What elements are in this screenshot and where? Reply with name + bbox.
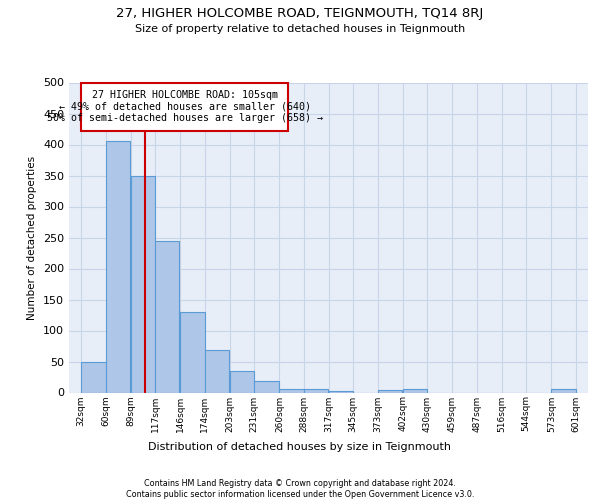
Bar bbox=[81, 362, 106, 392]
Text: Contains public sector information licensed under the Open Government Licence v3: Contains public sector information licen… bbox=[126, 490, 474, 499]
Text: Distribution of detached houses by size in Teignmouth: Distribution of detached houses by size … bbox=[149, 442, 452, 452]
Bar bbox=[180, 312, 205, 392]
Bar bbox=[551, 390, 576, 392]
Text: 27, HIGHER HOLCOMBE ROAD, TEIGNMOUTH, TQ14 8RJ: 27, HIGHER HOLCOMBE ROAD, TEIGNMOUTH, TQ… bbox=[116, 8, 484, 20]
FancyBboxPatch shape bbox=[81, 82, 288, 131]
Bar bbox=[304, 389, 328, 392]
Bar bbox=[230, 371, 254, 392]
Text: Size of property relative to detached houses in Teignmouth: Size of property relative to detached ho… bbox=[135, 24, 465, 34]
Text: 27 HIGHER HOLCOMBE ROAD: 105sqm
← 49% of detached houses are smaller (640)
50% o: 27 HIGHER HOLCOMBE ROAD: 105sqm ← 49% of… bbox=[47, 90, 323, 124]
Y-axis label: Number of detached properties: Number of detached properties bbox=[28, 156, 37, 320]
Bar bbox=[329, 390, 353, 392]
Bar bbox=[106, 142, 130, 392]
Bar bbox=[254, 382, 278, 392]
Bar bbox=[377, 390, 402, 392]
Bar bbox=[280, 390, 304, 392]
Text: Contains HM Land Registry data © Crown copyright and database right 2024.: Contains HM Land Registry data © Crown c… bbox=[144, 479, 456, 488]
Bar bbox=[205, 350, 229, 393]
Bar bbox=[131, 176, 155, 392]
Bar bbox=[155, 240, 179, 392]
Bar bbox=[403, 390, 427, 392]
